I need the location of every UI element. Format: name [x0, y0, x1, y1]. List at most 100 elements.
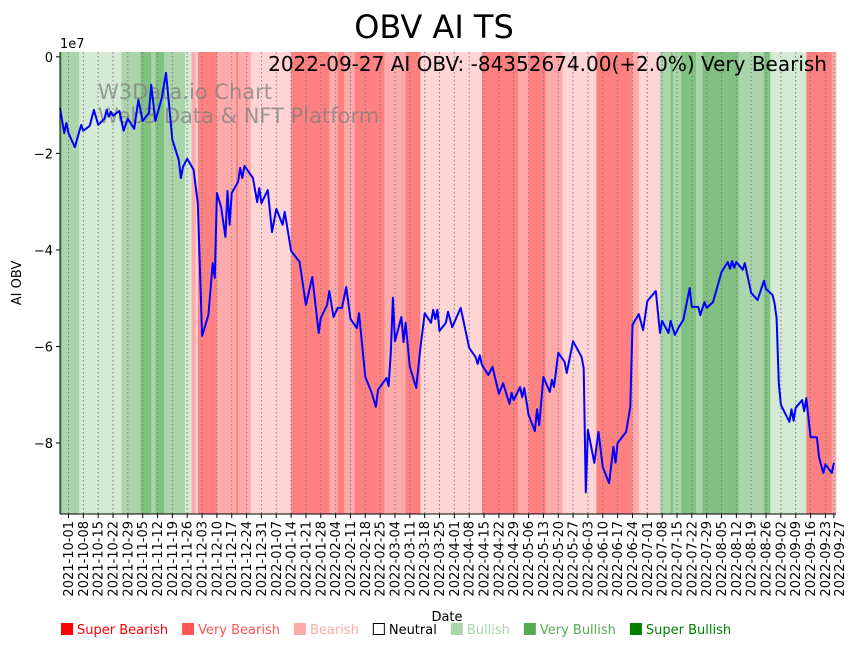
- x-tick-label: 2022-06-03: [581, 521, 596, 597]
- sentiment-band-very-bullish: [672, 52, 682, 514]
- x-tick-label: 2021-11-12: [151, 521, 166, 597]
- x-tick-label: 2022-05-20: [552, 521, 567, 597]
- sentiment-band-super-bullish: [681, 52, 697, 514]
- x-tick-label: 2022-09-09: [789, 521, 804, 597]
- sentiment-band-super-bearish: [405, 52, 421, 514]
- x-tick-label: 2021-10-22: [107, 521, 122, 597]
- sentiment-band-very-bullish: [660, 52, 671, 514]
- legend-label: Very Bearish: [198, 623, 280, 638]
- y-tick-label: −8: [34, 437, 53, 452]
- sentiment-band-very-bearish: [191, 52, 196, 514]
- x-tick-label: 2022-09-02: [774, 521, 789, 597]
- x-tick-label: 2021-12-24: [240, 521, 255, 597]
- x-tick-label: 2021-10-01: [62, 521, 77, 597]
- y-axis-label: AI OBV: [10, 261, 25, 306]
- sentiment-band-super-bullish: [702, 52, 739, 514]
- x-tick-label: 2021-10-29: [121, 521, 136, 597]
- x-tick-label: 2022-09-23: [819, 521, 834, 597]
- x-tick-label: 2022-01-21: [299, 521, 314, 597]
- legend-item-very-bearish: Very Bearish: [182, 623, 280, 638]
- watermark: W3Data.io Chart Web3 Data & NFT Platform: [98, 80, 379, 128]
- x-tick-label: 2022-07-22: [685, 521, 700, 597]
- sentiment-band-very-bearish: [517, 52, 529, 514]
- x-tick-label: 2021-10-15: [92, 521, 107, 597]
- x-tick-label: 2022-04-22: [492, 521, 507, 597]
- sentiment-band-very-bearish: [329, 52, 339, 514]
- sentiment-band-very-bullish: [151, 52, 156, 514]
- sentiment-band-very-bullish: [696, 52, 703, 514]
- sentiment-band-super-bearish: [235, 52, 239, 514]
- sentiment-band-bearish: [420, 52, 483, 514]
- x-tick-label: 2022-08-12: [730, 521, 745, 597]
- sentiment-band-bearish: [250, 52, 292, 514]
- x-tick-label: 2022-05-13: [537, 521, 552, 597]
- legend-swatch: [182, 623, 195, 635]
- x-tick-label: 2022-03-04: [388, 521, 403, 597]
- x-tick-label: 2022-07-08: [656, 521, 671, 597]
- legend-swatch: [61, 623, 73, 635]
- x-tick-label: 2022-02-04: [329, 521, 344, 597]
- x-tick-label: 2022-02-11: [344, 521, 359, 597]
- x-tick-label: 2022-04-01: [448, 521, 463, 597]
- sentiment-bands: [60, 52, 837, 514]
- sentiment-band-very-bearish: [545, 52, 563, 514]
- x-tick-label: 2021-11-05: [136, 521, 151, 597]
- legend-swatch: [372, 623, 385, 635]
- x-tick-label: 2022-03-18: [418, 521, 433, 597]
- x-tick-label: 2022-04-08: [463, 521, 478, 597]
- x-tick-label: 2022-06-17: [611, 521, 626, 597]
- sentiment-band-super-bearish: [596, 52, 633, 514]
- sentiment-band-very-bullish: [62, 52, 80, 514]
- x-tick-label: 2021-11-19: [166, 521, 181, 597]
- x-tick-label: 2022-08-05: [715, 521, 730, 597]
- x-tick-label: 2022-03-25: [433, 521, 448, 597]
- sentiment-band-super-bullish: [155, 52, 165, 514]
- x-tick-label: 2021-11-26: [181, 521, 196, 597]
- y-tick-label: −6: [34, 340, 53, 355]
- x-tick-label: 2021-12-03: [196, 521, 211, 597]
- legend-label: Neutral: [389, 623, 437, 638]
- x-tick-label: 2022-07-15: [670, 521, 685, 597]
- watermark-line-1: W3Data.io Chart: [98, 80, 272, 104]
- x-tick-label: 2021-12-31: [255, 521, 270, 597]
- y-tick-label: 0: [45, 51, 53, 66]
- x-tick-label: 2022-09-27: [833, 521, 848, 597]
- legend-label: Super Bearish: [77, 623, 168, 638]
- sentiment-band-bearish: [195, 52, 199, 514]
- legend-item-super-bearish: Super Bearish: [61, 623, 168, 638]
- legend-swatch: [450, 623, 463, 635]
- y-tick-label: −4: [34, 244, 53, 259]
- sentiment-band-very-bullish: [121, 52, 141, 514]
- sentiment-band-bullish: [770, 52, 807, 514]
- x-tick-label: 2021-10-08: [77, 521, 92, 597]
- x-tick-label: 2021-12-17: [225, 521, 240, 597]
- sentiment-band-super-bullish: [140, 52, 152, 514]
- sentiment-band-bearish: [562, 52, 597, 514]
- legend-swatch: [523, 623, 536, 635]
- sentiment-band-super-bullish: [60, 52, 63, 514]
- chart-title: OBV AI TS: [354, 8, 514, 46]
- x-tick-label: 2022-05-06: [522, 521, 537, 597]
- sentiment-band-super-bullish: [763, 52, 771, 514]
- legend-label: Super Bullish: [646, 623, 731, 638]
- x-tick-label: 2022-05-27: [567, 521, 582, 597]
- y-offset-label: 1e7: [60, 37, 85, 52]
- legend-item-neutral: Neutral: [372, 623, 437, 638]
- legend-label: Bullish: [467, 623, 510, 638]
- legend-item-super-bullish: Super Bullish: [629, 623, 731, 638]
- x-tick-label: 2022-07-01: [641, 521, 656, 597]
- legend-item-bullish: Bullish: [450, 623, 510, 638]
- x-tick-label: 2022-01-28: [314, 521, 329, 597]
- legend-label: Very Bullish: [540, 623, 616, 638]
- x-tick-label: 2022-02-18: [359, 521, 374, 597]
- x-tick-label: 2022-08-19: [745, 521, 760, 597]
- legend-item-bearish: Bearish: [293, 623, 359, 638]
- x-tick-label: 2022-06-10: [596, 521, 611, 597]
- sentiment-band-super-bearish: [481, 52, 519, 514]
- x-tick-label: 2022-06-24: [626, 521, 641, 597]
- legend-swatch: [629, 623, 642, 635]
- legend-label: Bearish: [310, 623, 359, 638]
- x-tick-label: 2022-01-14: [285, 521, 300, 597]
